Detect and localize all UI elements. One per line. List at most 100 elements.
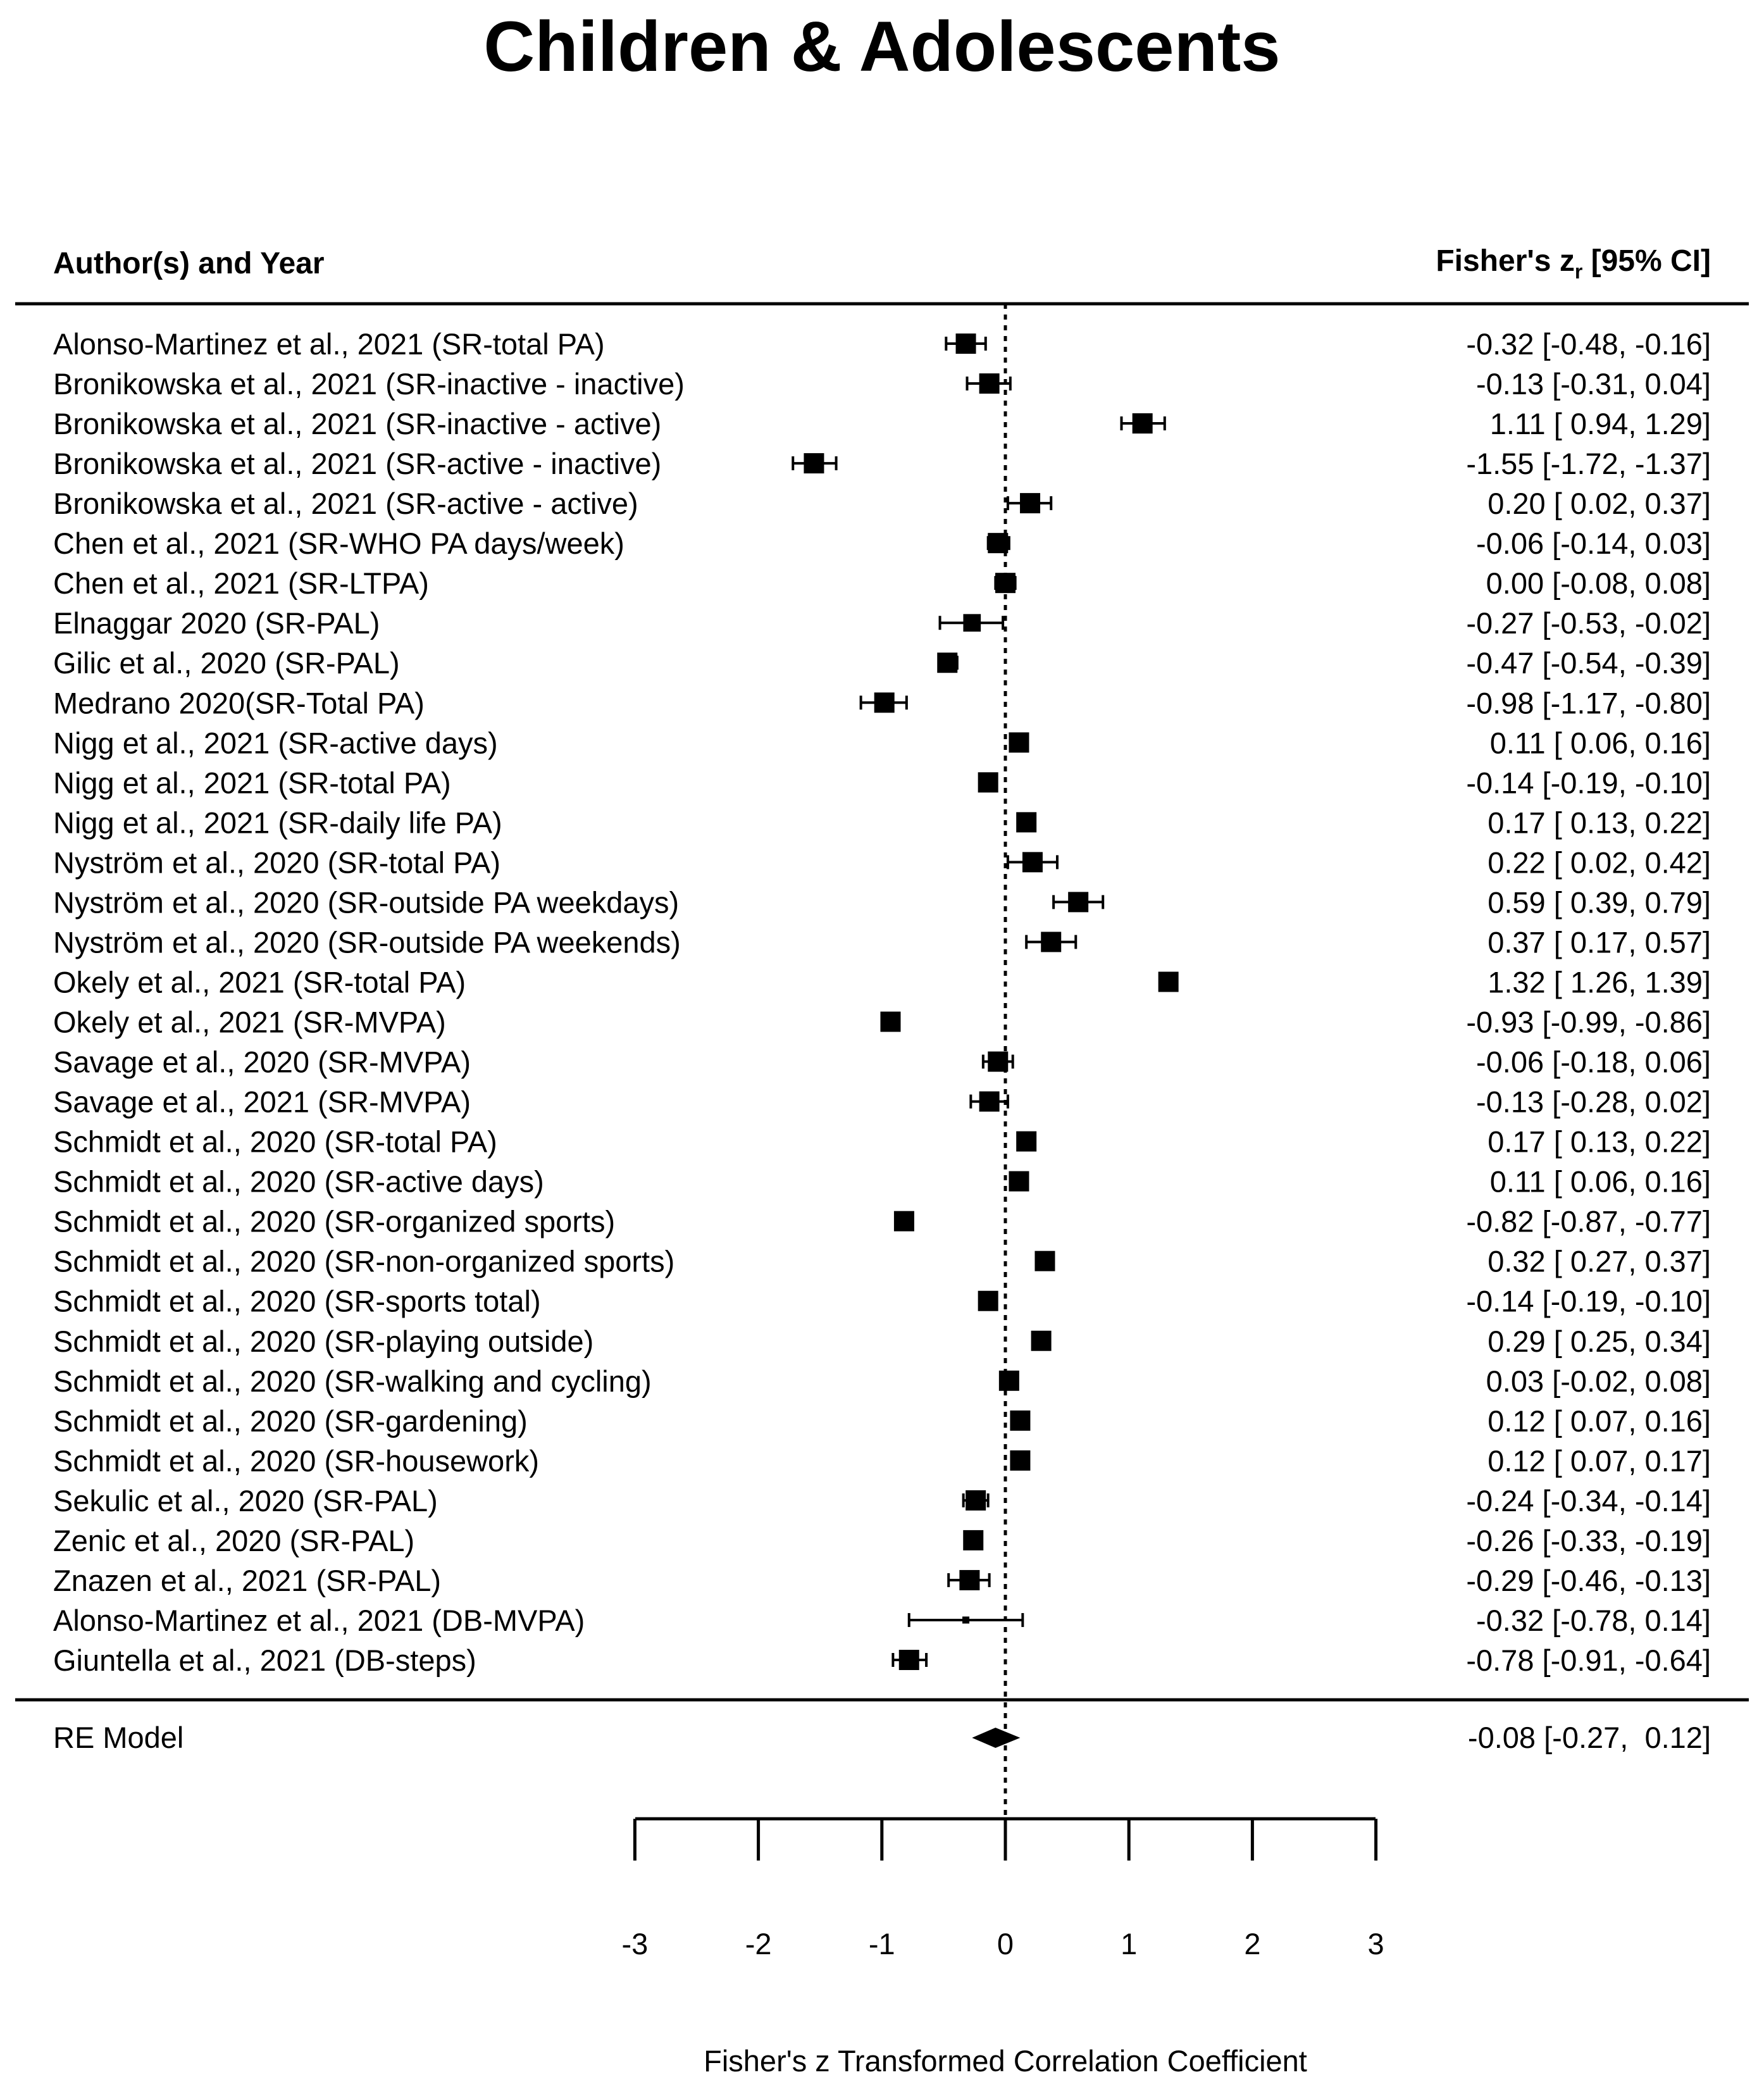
right-header-main: Fisher's z — [1436, 244, 1575, 278]
summary-label: RE Model — [53, 1721, 183, 1754]
point-estimate-square — [1016, 1131, 1037, 1152]
study-row: Savage et al., 2020 (SR-MVPA) -0.06 [-0.1… — [53, 1045, 1711, 1079]
point-estimate-square — [1041, 932, 1062, 952]
study-row: Znazen et al., 2021 (SR-PAL) -0.29 [-0.46… — [53, 1564, 1711, 1597]
point-estimate-square — [979, 373, 1000, 394]
ci-text: 0.32 [ 0.27, 0.37] — [1488, 1245, 1711, 1278]
study-row: Medrano 2020(SR-Total PA) -0.98 [-1.17, -… — [53, 686, 1711, 720]
ci-text: 0.22 [ 0.02, 0.42] — [1488, 845, 1711, 879]
point-estimate-square — [959, 1569, 980, 1590]
ci-text: 0.00 [-0.08, 0.08] — [1486, 566, 1711, 600]
left-column-header: Author(s) and Year — [53, 247, 325, 280]
study-label: Alonso-Martinez et al., 2021 (SR-total P… — [53, 327, 605, 361]
point-estimate-square — [804, 453, 824, 474]
right-column-header: Fisher's zr [95% CI] — [1436, 244, 1711, 283]
study-row: Nigg et al., 2021 (SR-active days) 0.11 [… — [53, 726, 1711, 759]
study-label: Nigg et al., 2021 (SR-total PA) — [53, 766, 451, 799]
study-label: Okely et al., 2021 (SR-MVPA) — [53, 1006, 446, 1039]
study-row: Bronikowska et al., 2021 (SR-active - in… — [53, 447, 1711, 480]
ci-text: -0.06 [-0.18, 0.06] — [1476, 1045, 1711, 1079]
ci-text: -0.06 [-0.14, 0.03] — [1476, 527, 1711, 560]
study-label: Schmidt et al., 2020 (SR-playing outside… — [53, 1325, 593, 1358]
study-label: Zenic et al., 2020 (SR-PAL) — [53, 1524, 414, 1557]
study-row: Gilic et al., 2020 (SR-PAL) -0.47 [-0.54,… — [53, 646, 1711, 680]
point-estimate-square — [995, 573, 1016, 594]
study-label: Nigg et al., 2021 (SR-daily life PA) — [53, 806, 502, 839]
study-row: Zenic et al., 2020 (SR-PAL) -0.26 [-0.33,… — [53, 1524, 1711, 1557]
study-row: Nyström et al., 2020 (SR-total PA) 0.22 [… — [53, 845, 1711, 879]
x-tick-label: 0 — [997, 1927, 1014, 1961]
point-estimate-square — [963, 614, 981, 632]
study-label: Bronikowska et al., 2021 (SR-inactive - … — [53, 367, 685, 401]
study-label: Bronikowska et al., 2021 (SR-active - in… — [53, 447, 661, 480]
ci-text: -0.98 [-1.17, -0.80] — [1466, 686, 1711, 720]
point-estimate-square — [893, 1211, 914, 1232]
ci-text: 0.20 [ 0.02, 0.37] — [1488, 487, 1711, 520]
study-row: Elnaggar 2020 (SR-PAL) -0.27 [-0.53, -0.0… — [53, 606, 1711, 640]
point-estimate-square — [1158, 971, 1179, 992]
x-tick-label: 1 — [1121, 1927, 1137, 1961]
study-label: Savage et al., 2021 (SR-MVPA) — [53, 1085, 471, 1119]
x-axis: -3 -2 -1 0 1 2 3 — [622, 1817, 1384, 1961]
study-label: Schmidt et al., 2020 (SR-sports total) — [53, 1285, 541, 1318]
study-label: Schmidt et al., 2020 (SR-total PA) — [53, 1125, 497, 1159]
point-estimate-square — [937, 652, 958, 673]
point-estimate-square — [1010, 1450, 1031, 1471]
summary-diamond — [972, 1728, 1021, 1748]
point-estimate-square — [988, 1051, 1009, 1072]
point-estimate-square — [979, 1091, 1000, 1112]
point-estimate-square — [978, 772, 998, 793]
study-row: Alonso-Martinez et al., 2021 (SR-total P… — [53, 327, 1711, 361]
study-row: Schmidt et al., 2020 (SR-walking and cyc… — [53, 1364, 1711, 1398]
study-label: Alonso-Martinez et al., 2021 (DB-MVPA) — [53, 1604, 585, 1637]
ci-text: -0.32 [-0.48, -0.16] — [1466, 327, 1711, 361]
study-label: Elnaggar 2020 (SR-PAL) — [53, 606, 380, 640]
x-tick-label: -2 — [745, 1927, 772, 1961]
study-label: Savage et al., 2020 (SR-MVPA) — [53, 1045, 471, 1079]
ci-text: 0.29 [ 0.25, 0.34] — [1488, 1325, 1711, 1358]
point-estimate-square — [1031, 1330, 1052, 1351]
point-estimate-square — [1009, 1171, 1029, 1192]
point-estimate-square — [1010, 1410, 1031, 1431]
ci-text: -0.24 [-0.34, -0.14] — [1466, 1484, 1711, 1518]
ci-text: -0.14 [-0.19, -0.10] — [1466, 1285, 1711, 1318]
point-estimate-square — [998, 1370, 1019, 1391]
x-tick-label: 3 — [1368, 1927, 1384, 1961]
study-row: Schmidt et al., 2020 (SR-active days) 0.1… — [53, 1165, 1711, 1199]
study-label: Medrano 2020(SR-Total PA) — [53, 686, 425, 720]
point-estimate-square — [1009, 732, 1029, 753]
ci-text: -0.78 [-0.91, -0.64] — [1466, 1643, 1711, 1677]
chart-title: Children & Adolescents — [483, 7, 1280, 86]
point-estimate-square — [1132, 413, 1153, 434]
study-row: Sekulic et al., 2020 (SR-PAL) -0.24 [-0.3… — [53, 1484, 1711, 1518]
ci-text: 0.12 [ 0.07, 0.16] — [1488, 1404, 1711, 1438]
x-tick-label: -3 — [622, 1927, 649, 1961]
study-row: Nyström et al., 2020 (SR-outside PA week… — [53, 925, 1711, 959]
ci-text: -0.47 [-0.54, -0.39] — [1466, 646, 1711, 680]
study-row: Nigg et al., 2021 (SR-daily life PA) 0.17… — [53, 806, 1711, 839]
ci-text: 0.11 [ 0.06, 0.16] — [1490, 1165, 1711, 1199]
x-tick-label: -1 — [869, 1927, 895, 1961]
study-label: Gilic et al., 2020 (SR-PAL) — [53, 646, 400, 680]
study-label: Znazen et al., 2021 (SR-PAL) — [53, 1564, 441, 1597]
point-estimate-square — [966, 1490, 986, 1511]
study-label: Bronikowska et al., 2021 (SR-active - ac… — [53, 487, 638, 520]
ci-text: 0.17 [ 0.13, 0.22] — [1488, 1125, 1711, 1159]
study-label: Chen et al., 2021 (SR-WHO PA days/week) — [53, 527, 624, 560]
ci-text: -0.27 [-0.53, -0.02] — [1466, 606, 1711, 640]
ci-text: -0.93 [-0.99, -0.86] — [1466, 1006, 1711, 1039]
study-row: Chen et al., 2021 (SR-WHO PA days/week) -… — [53, 527, 1711, 560]
study-row: Savage et al., 2021 (SR-MVPA) -0.13 [-0.2… — [53, 1085, 1711, 1119]
study-row: Schmidt et al., 2020 (SR-total PA) 0.17 [… — [53, 1125, 1711, 1159]
x-axis-label: Fisher's z Transformed Correlation Coeff… — [704, 2044, 1307, 2078]
study-row: Schmidt et al., 2020 (SR-playing outside… — [53, 1325, 1711, 1358]
point-estimate-square — [978, 1290, 998, 1311]
study-rows: Alonso-Martinez et al., 2021 (SR-total P… — [53, 327, 1711, 1677]
study-row: Schmidt et al., 2020 (SR-gardening) 0.12 … — [53, 1404, 1711, 1438]
study-label: Nyström et al., 2020 (SR-total PA) — [53, 845, 500, 879]
ci-text: 0.17 [ 0.13, 0.22] — [1488, 806, 1711, 839]
study-row: Schmidt et al., 2020 (SR-organized sport… — [53, 1205, 1711, 1238]
ci-text: 1.32 [ 1.26, 1.39] — [1488, 965, 1711, 999]
study-row: Bronikowska et al., 2021 (SR-active - ac… — [53, 487, 1711, 520]
